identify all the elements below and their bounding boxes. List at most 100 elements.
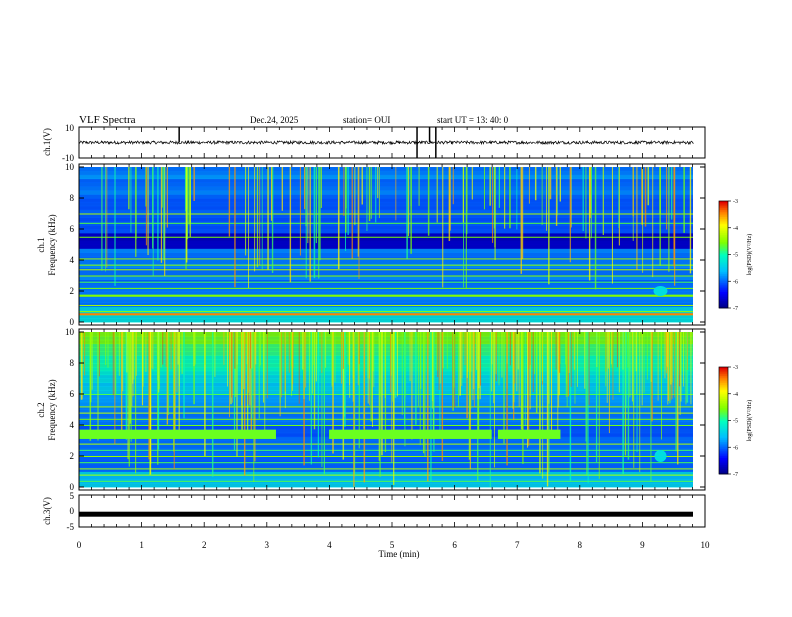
x-tick-label: 5 [390, 540, 395, 550]
spectrogram-sferic [671, 167, 673, 220]
ch2-upper-emission [470, 332, 472, 409]
spectrogram-sferic [555, 167, 558, 226]
spectrogram-sferic [468, 332, 471, 460]
spectrogram-sferic [135, 332, 137, 474]
ch2-upper-emission [417, 332, 419, 407]
colorbar-segment [719, 393, 728, 396]
colorbar-segment [719, 299, 728, 302]
ch2-upper-emission [357, 332, 359, 386]
spectrogram-sferic [337, 167, 340, 270]
ch2-upper-emission [105, 332, 107, 365]
ch2-upper-emission [157, 332, 159, 381]
colorbar-segment [719, 429, 728, 432]
spectrogram-sferic [528, 332, 530, 446]
colorbar-segment [719, 259, 728, 263]
spectrogram-sferic [370, 167, 372, 219]
ch2-upper-emission [334, 332, 336, 383]
ch2-upper-emission [390, 332, 392, 376]
ch2-upper-emission [664, 332, 666, 379]
spectrogram-sferic [236, 332, 238, 457]
colorbar-segment [719, 447, 728, 450]
ch2-upper-emission [683, 332, 685, 387]
ch2-upper-emission [243, 332, 245, 390]
spectrogram-sferic [114, 167, 116, 286]
spectrogram-sferic [299, 167, 301, 256]
colorbar-segment [719, 284, 728, 287]
spectrogram-sferic [157, 332, 159, 465]
ch2-upper-emission [666, 332, 668, 366]
spectrogram-sferic [569, 167, 571, 234]
spectrogram-row [79, 314, 693, 319]
spectrogram-sferic [441, 332, 444, 461]
ch2-upper-emission [358, 332, 360, 365]
colorbar-segment [719, 377, 728, 380]
freq-tick-label: 0 [70, 317, 75, 327]
colorbar-segment [719, 427, 728, 430]
spectrogram-row [79, 198, 693, 203]
ch2-upper-emission [584, 332, 586, 389]
ch2-upper-emission [606, 332, 608, 403]
ch2-upper-emission [255, 332, 257, 365]
spectrogram-row [79, 279, 693, 284]
ch2-upper-emission [91, 332, 93, 390]
spectrogram-sferic [357, 167, 359, 257]
ch2-band-segment [497, 429, 561, 439]
colorbar-segment [719, 250, 728, 254]
spectrogram-band-line [79, 468, 693, 470]
colorbar-tick-label: -4 [733, 392, 738, 398]
x-tick-label: 0 [77, 540, 82, 550]
spectrogram-band-line [79, 462, 693, 464]
spectrogram-sferic [633, 332, 635, 468]
freq-tick-label: 4 [70, 255, 75, 265]
ch2-upper-emission [439, 332, 441, 384]
ch2-upper-emission [559, 332, 561, 373]
colorbar-segment [719, 304, 728, 307]
ch1-ytick-top: 10 [65, 123, 75, 133]
spectrogram-sferic [121, 332, 123, 437]
spectrogram-sferic [162, 167, 163, 208]
ch2-upper-emission [227, 332, 229, 387]
colorbar-segment [719, 422, 728, 425]
spectrogram-sferic [627, 332, 630, 460]
colorbar-segment [719, 258, 728, 261]
ch2-upper-emission [367, 332, 369, 379]
spectrogram-sferic [188, 167, 190, 225]
colorbar-tick-label: -6 [733, 445, 738, 451]
spectrogram-sferic [556, 167, 558, 216]
spectrogram-sferic [522, 332, 524, 464]
ch2-upper-emission [178, 332, 180, 387]
colorbar-segment [719, 415, 728, 418]
spectrogram-row [79, 483, 693, 488]
spectrogram-sferic [644, 167, 647, 227]
ch2-upper-emission [605, 332, 607, 387]
colorbar-segment [719, 418, 728, 421]
ch2-upper-emission [529, 332, 531, 410]
spectrogram-sferic [465, 167, 467, 289]
spectrogram-sferic [587, 332, 589, 484]
spectrogram-row [79, 463, 693, 469]
spectrogram-sferic [166, 332, 169, 425]
colorbar-segment [719, 375, 728, 379]
ch2-upper-emission [391, 332, 393, 402]
spectrogram-sferic [618, 167, 620, 229]
ch2-upper-emission [436, 332, 438, 371]
spectrogram-sferic [254, 332, 256, 462]
ch2-upper-emission [170, 332, 172, 370]
ch2-upper-emission [679, 332, 681, 387]
spectrogram-sferic [145, 167, 147, 246]
spectrogram-sferic [493, 332, 495, 468]
ch2-upper-emission [384, 332, 386, 399]
spectrogram-sferic [184, 167, 186, 212]
ch2-upper-emission [514, 332, 516, 384]
spectrogram-sferic [317, 332, 319, 458]
spectrogram-band-line [79, 275, 693, 277]
spectrogram-sferic [129, 332, 132, 424]
spectrogram-sferic [503, 332, 505, 444]
spectrogram-row [79, 283, 693, 288]
spectrogram-sferic [493, 167, 495, 229]
ch2-upper-emission [214, 332, 216, 377]
colorbar-tick-label: -7 [733, 306, 738, 312]
colorbar-segment [719, 383, 728, 386]
ch2-upper-emission [303, 332, 305, 380]
